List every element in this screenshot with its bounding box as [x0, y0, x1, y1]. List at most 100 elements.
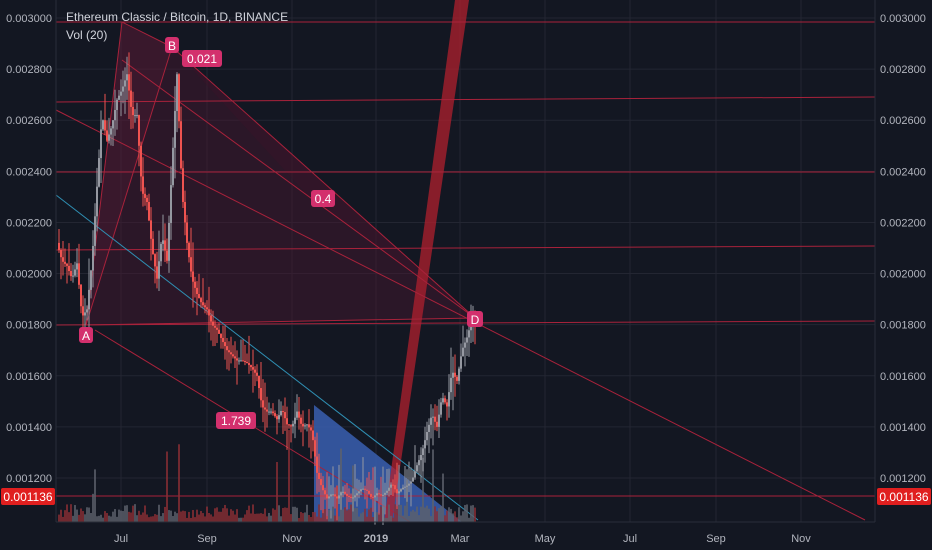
candle-body — [98, 158, 100, 187]
candle-body — [400, 489, 402, 492]
candle-body — [300, 417, 302, 424]
volume-bar — [348, 509, 350, 522]
volume-bar — [274, 509, 276, 522]
candle-body — [166, 250, 168, 261]
candle-body — [290, 425, 292, 427]
volume-bar — [408, 515, 410, 522]
point-label-a[interactable]: A — [79, 327, 93, 343]
right-price-axis[interactable]: 0.003000 0.002800 0.002600 0.002400 0.002200… — [880, 13, 926, 485]
candle-body — [72, 275, 74, 277]
volume-bar — [68, 512, 70, 522]
triangle-shape[interactable] — [314, 405, 462, 522]
volume-bar — [228, 515, 230, 522]
candle-body — [362, 488, 364, 490]
volume-bar — [474, 507, 476, 522]
volume-bar — [104, 511, 106, 522]
candle-body — [268, 411, 270, 413]
candle-body — [188, 242, 190, 258]
volume-indicator-label[interactable]: Vol (20) — [66, 28, 107, 42]
volume-bar — [386, 517, 388, 522]
point-label-b[interactable]: B — [165, 37, 179, 53]
ratio-label-ab[interactable]: 0.021 — [182, 50, 222, 67]
volume-bar — [410, 511, 412, 522]
ratio-label-bottom-text: 1.739 — [221, 414, 251, 428]
candle-body — [324, 490, 326, 495]
projection-beam[interactable] — [384, 0, 469, 522]
projection-line[interactable] — [121, 59, 476, 319]
candle-body — [342, 491, 344, 493]
candle-body — [286, 418, 288, 425]
volume-bar — [442, 473, 444, 522]
ratio-label-mid[interactable]: 0.4 — [311, 190, 335, 207]
y-tick-label: 0.002800 — [880, 64, 926, 76]
x-tick-label: Jul — [114, 533, 128, 545]
candle-body — [404, 486, 406, 488]
volume-bar — [322, 510, 324, 522]
candle-body — [248, 363, 250, 366]
volume-bar — [200, 511, 202, 522]
volume-bar — [178, 444, 180, 522]
x-tick-label: Jul — [623, 533, 637, 545]
candle-body — [232, 354, 234, 357]
volume-bar — [254, 513, 256, 522]
ratio-label-ab-text: 0.021 — [187, 52, 217, 66]
level-line[interactable] — [55, 96, 876, 103]
volume-bar — [426, 505, 428, 522]
volume-bar — [264, 508, 266, 522]
candle-body — [334, 494, 336, 497]
pattern-leg-bd[interactable] — [171, 46, 476, 319]
volume-bar — [252, 504, 254, 522]
volume-bar — [268, 512, 270, 522]
candle-body — [88, 289, 90, 310]
candle-body — [312, 430, 314, 441]
candle-body — [460, 356, 462, 369]
ratio-label-bottom-bg — [216, 412, 256, 429]
candle-body — [440, 402, 442, 415]
descending-line[interactable] — [55, 109, 866, 521]
volume-bar — [372, 517, 374, 522]
candle-body — [174, 111, 176, 148]
left-price-tag-bg — [1, 488, 55, 505]
level-line[interactable] — [55, 320, 876, 326]
volume-bar — [234, 514, 236, 522]
volume-bar — [270, 515, 272, 522]
volume-bar — [148, 517, 150, 522]
candle-body — [296, 411, 298, 418]
point-label-d[interactable]: D — [467, 311, 483, 327]
candle-body — [306, 424, 308, 426]
volume-bar — [232, 510, 234, 522]
volume-bar — [364, 508, 366, 522]
candle-body — [454, 372, 456, 377]
candle-body — [320, 479, 322, 486]
candle-body — [176, 74, 178, 112]
volume-bar — [242, 517, 244, 522]
volume-bar — [156, 514, 158, 522]
candle-body — [458, 368, 460, 381]
pattern-leg-bc[interactable] — [85, 46, 173, 326]
volume-bar — [184, 511, 186, 522]
volume-bar — [300, 511, 302, 522]
left-price-axis[interactable]: 0.003000 0.002800 0.002600 0.002400 0.002200… — [6, 13, 52, 485]
volume-bar — [134, 504, 136, 522]
ratio-label-bottom[interactable]: 1.739 — [216, 412, 256, 429]
candle-body — [336, 496, 338, 499]
candle-body — [350, 496, 352, 498]
volume-bar — [302, 513, 304, 522]
candle-body — [86, 309, 88, 313]
candle-body — [122, 86, 124, 92]
time-axis[interactable]: Jul Sep Nov 2019 Mar May Jul Sep Nov — [114, 533, 811, 545]
candle-body — [222, 337, 224, 343]
candle-body — [370, 493, 372, 497]
candle-body — [212, 321, 214, 326]
volume-bar — [450, 508, 452, 522]
candle-body — [356, 493, 358, 496]
pattern-leg-cd[interactable] — [85, 317, 476, 326]
pattern-leg-ab[interactable] — [121, 21, 173, 48]
channel-upper-line[interactable] — [55, 194, 479, 521]
volume-bar — [188, 511, 190, 522]
volume-bar — [192, 510, 194, 522]
volume-bar — [284, 507, 286, 522]
y-tick-label: 0.002800 — [6, 64, 52, 76]
candle-body — [158, 261, 160, 279]
